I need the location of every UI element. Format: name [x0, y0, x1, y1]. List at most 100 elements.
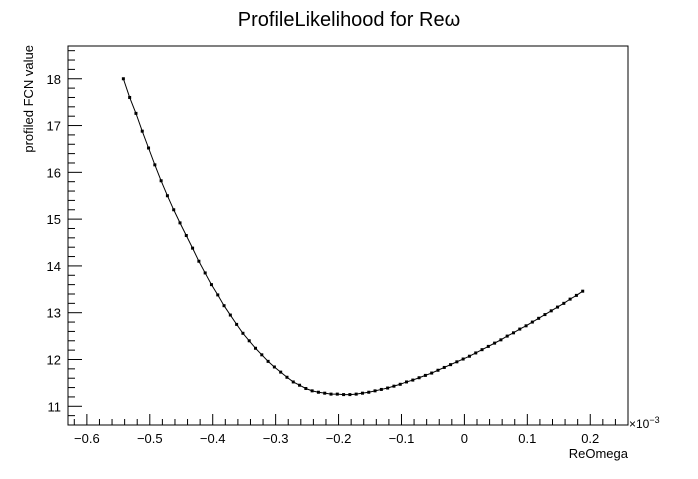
- data-point: [197, 259, 201, 263]
- data-point: [272, 365, 276, 369]
- data-point: [442, 365, 446, 369]
- y-tick-label: 16: [47, 165, 61, 180]
- data-point: [499, 338, 503, 342]
- data-point: [241, 331, 245, 335]
- plot-frame: [67, 45, 629, 426]
- data-point: [285, 375, 289, 379]
- y-axis-label: profiled FCN value: [21, 45, 36, 153]
- x-axis-exponent: ×10−3: [629, 415, 660, 431]
- data-point: [423, 373, 427, 377]
- data-point: [480, 348, 484, 352]
- data-point: [568, 297, 572, 301]
- data-point: [298, 383, 302, 387]
- x-tick-label: 0.1: [518, 431, 536, 446]
- data-point: [266, 359, 270, 363]
- data-point: [159, 179, 163, 183]
- y-tick-label: 14: [47, 259, 61, 274]
- y-tick-label: 15: [47, 212, 61, 227]
- data-point: [537, 316, 541, 320]
- data-point: [461, 357, 465, 361]
- y-tick-label: 13: [47, 306, 61, 321]
- data-point: [398, 382, 402, 386]
- x-axis-exponent-power: −3: [649, 415, 659, 425]
- data-point: [209, 283, 213, 287]
- data-point: [147, 146, 151, 150]
- data-point: [304, 387, 308, 391]
- data-point: [348, 393, 352, 397]
- y-tick-label: 18: [47, 72, 61, 87]
- data-point: [562, 301, 566, 305]
- chart-title: ProfileLikelihood for Reω: [238, 9, 460, 31]
- x-tick-label: −0.2: [326, 431, 352, 446]
- data-point: [121, 77, 125, 81]
- data-point: [329, 392, 333, 396]
- data-point: [178, 221, 182, 225]
- x-tick-label: 0.2: [581, 431, 599, 446]
- data-point: [392, 384, 396, 388]
- data-point: [549, 309, 553, 313]
- data-point: [191, 246, 195, 250]
- data-point: [165, 194, 169, 198]
- data-point: [449, 363, 453, 367]
- data-point: [128, 95, 132, 99]
- data-point: [228, 313, 232, 317]
- data-point: [511, 331, 515, 335]
- data-point: [493, 341, 497, 345]
- data-point: [373, 389, 377, 393]
- series-layer: [121, 77, 585, 397]
- y-tick-label: 12: [47, 352, 61, 367]
- data-point: [455, 360, 459, 364]
- data-point: [505, 334, 509, 338]
- data-point: [203, 271, 207, 275]
- data-point: [216, 293, 220, 297]
- data-point: [342, 393, 346, 397]
- x-axis-label: ReOmega: [569, 446, 629, 461]
- y-tick-label: 11: [48, 399, 62, 414]
- data-point: [310, 389, 314, 393]
- data-point: [134, 111, 138, 115]
- series-line: [122, 78, 583, 396]
- data-point: [574, 293, 578, 297]
- x-axis-exponent-base: ×10: [629, 417, 650, 431]
- x-tick-label: −0.4: [200, 431, 226, 446]
- x-tick-label: −0.6: [74, 431, 100, 446]
- data-point: [474, 351, 478, 355]
- data-point: [172, 208, 176, 212]
- data-point: [386, 386, 390, 390]
- data-point: [524, 324, 528, 328]
- data-point: [254, 346, 258, 350]
- y-tick-label: 17: [47, 119, 61, 134]
- data-point: [486, 344, 490, 348]
- data-point: [405, 380, 409, 384]
- data-point: [417, 376, 421, 380]
- data-point: [354, 392, 358, 396]
- data-point: [436, 368, 440, 372]
- data-point: [360, 391, 364, 395]
- data-point: [323, 391, 327, 395]
- axes: −0.6 −0.5 −0.4 −0.3 −0.2 −0.1 0 0.1 0.2 11 12 13 14 1…: [47, 45, 629, 446]
- data-point: [556, 305, 560, 309]
- x-tick-label: 0: [461, 431, 468, 446]
- data-point: [543, 313, 547, 317]
- data-point: [222, 304, 226, 308]
- data-point: [140, 129, 144, 133]
- x-tick-label: −0.3: [263, 431, 289, 446]
- data-point: [184, 234, 188, 237]
- data-point: [279, 370, 283, 374]
- data-point: [467, 354, 471, 358]
- data-point: [379, 387, 383, 391]
- data-point: [411, 378, 415, 382]
- data-point: [316, 390, 320, 394]
- data-point: [260, 353, 264, 357]
- data-point: [247, 339, 251, 343]
- x-tick-label: −0.1: [389, 431, 415, 446]
- data-point: [367, 390, 371, 394]
- data-point: [153, 163, 157, 167]
- data-point: [518, 327, 522, 331]
- x-tick-label: −0.5: [137, 431, 163, 446]
- data-point: [235, 322, 239, 326]
- data-point: [335, 392, 339, 396]
- data-point: [581, 289, 585, 293]
